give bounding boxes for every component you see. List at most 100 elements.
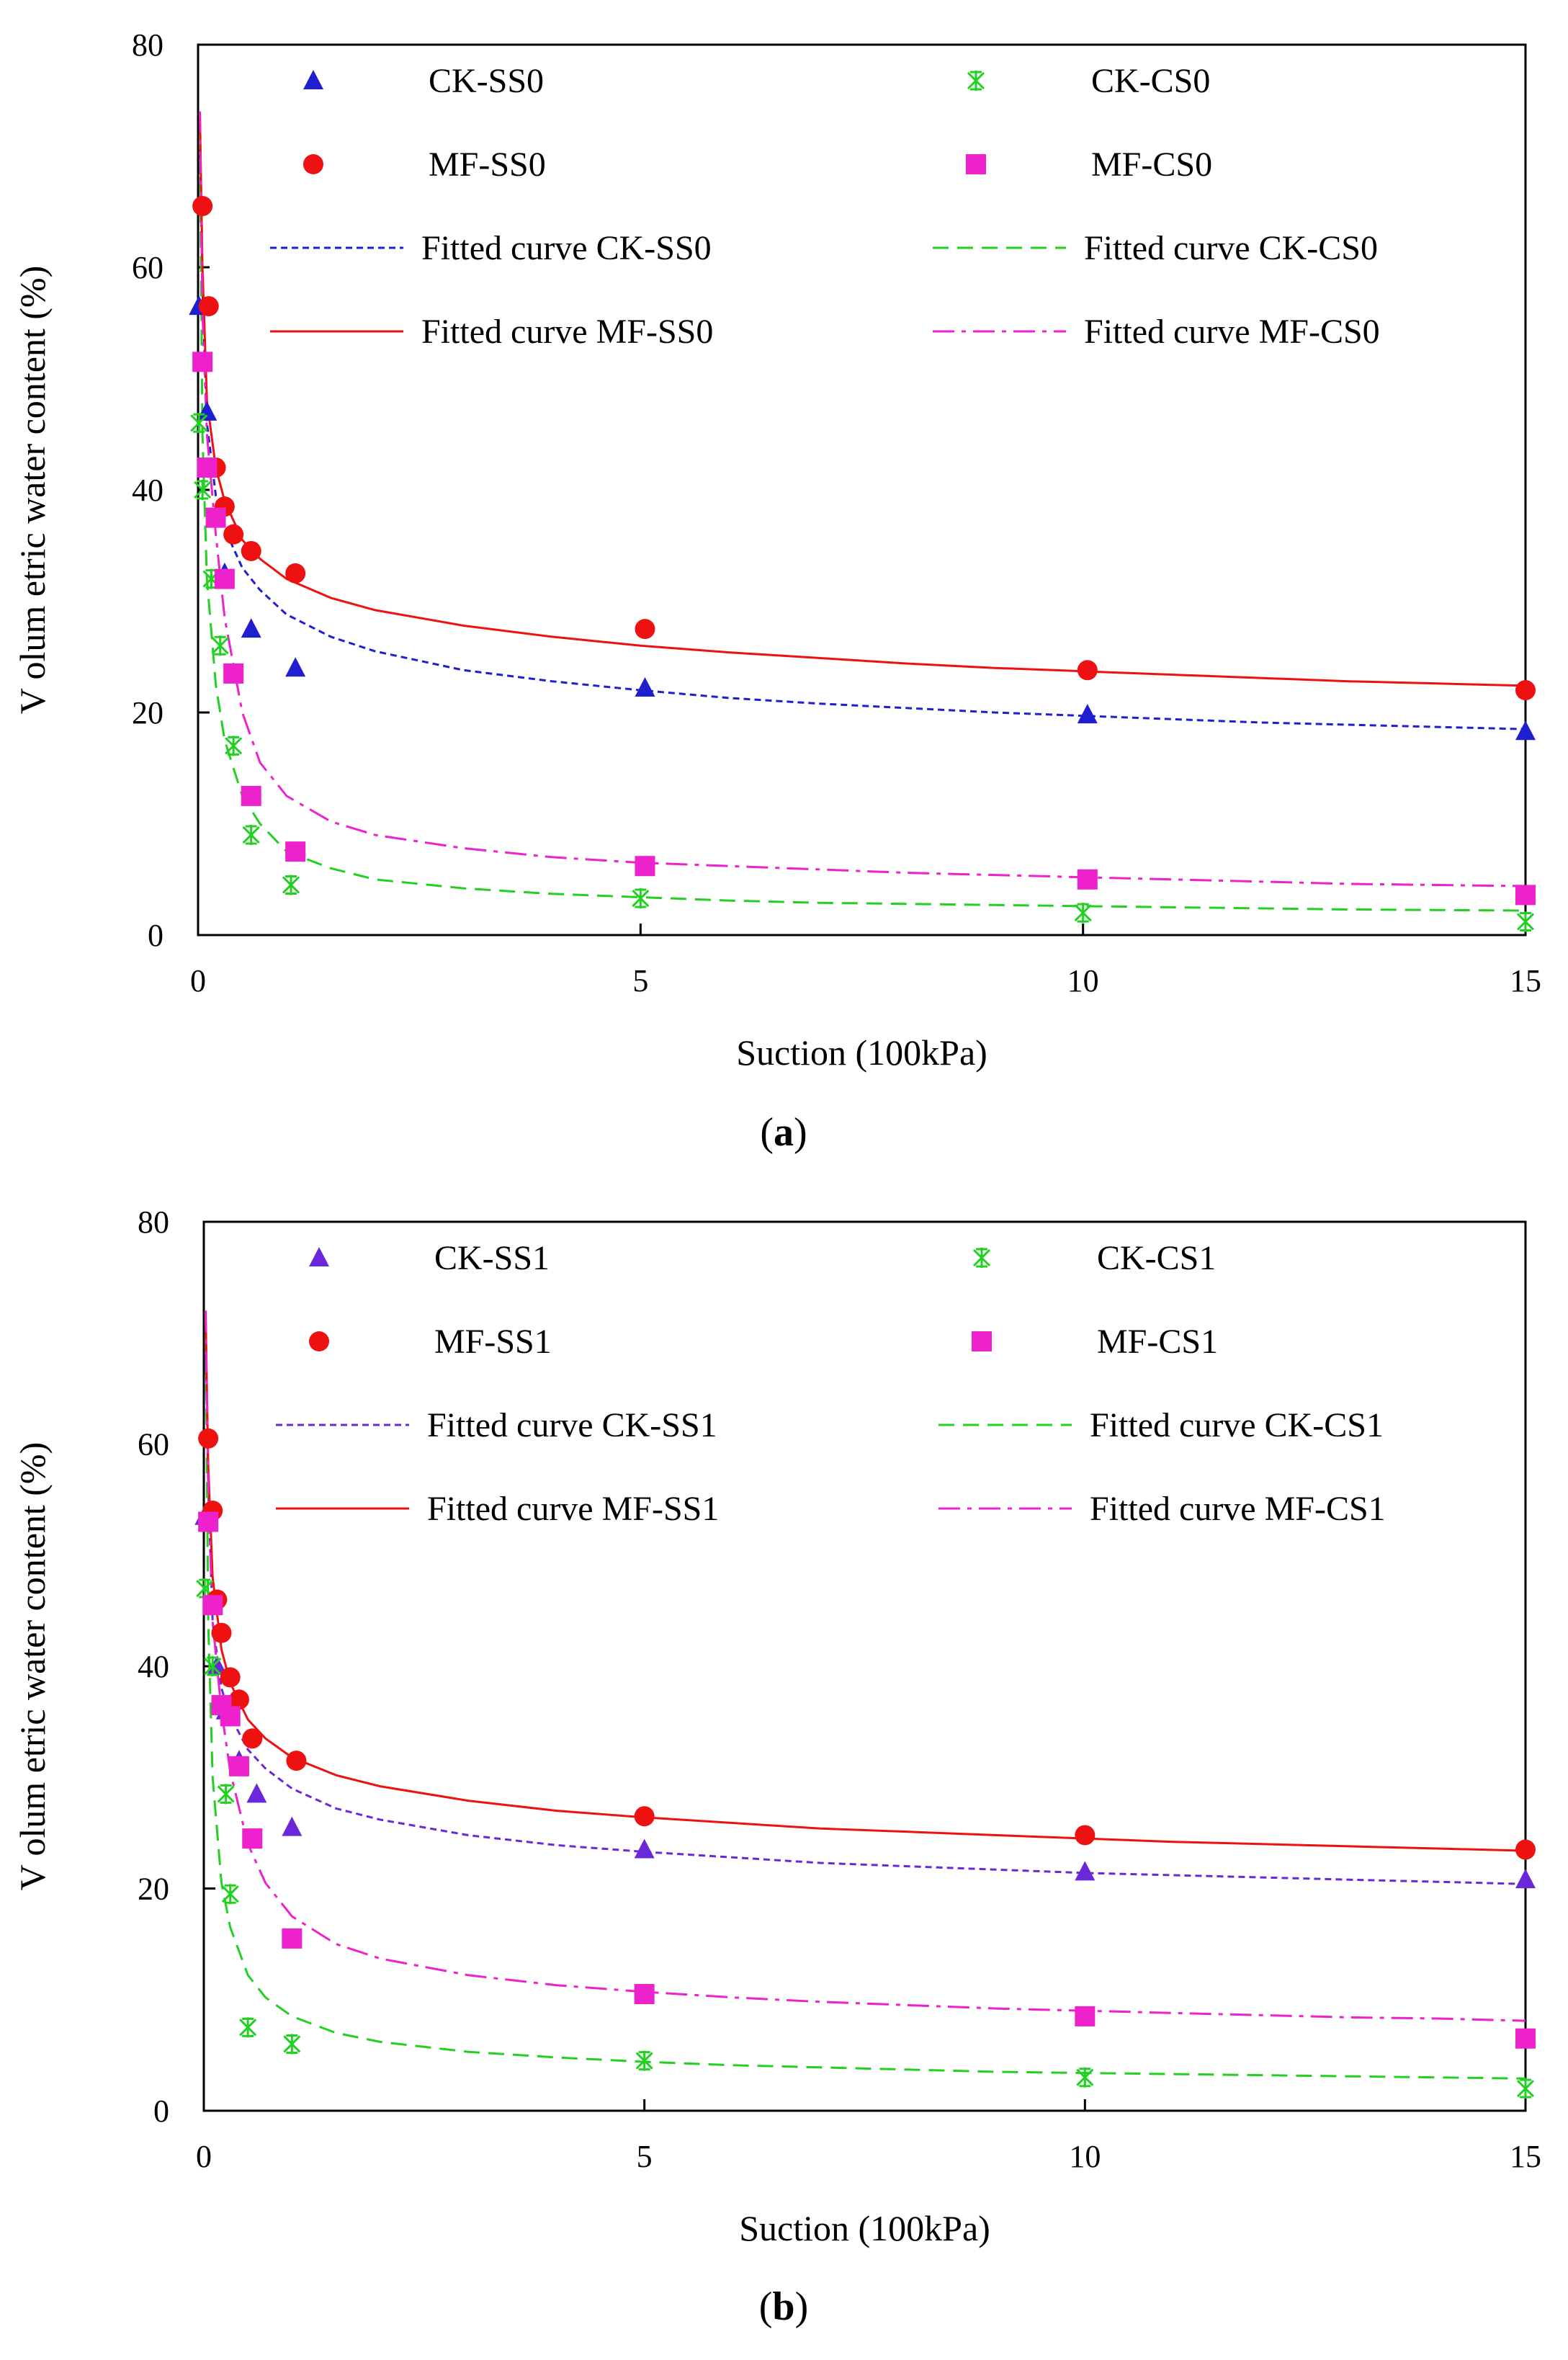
data-point-ck-cs1 xyxy=(239,2017,257,2038)
data-point-mf-ss1 xyxy=(1515,1839,1536,1860)
fitted-curve-ck-cs0 xyxy=(199,133,1526,912)
legend-label: Fitted curve MF-CS0 xyxy=(1084,313,1380,351)
legend-label: CK-CS1 xyxy=(1097,1239,1216,1277)
y-tick-label: 80 xyxy=(138,1204,169,1240)
legend-label: CK-SS1 xyxy=(434,1239,550,1277)
panel-caption: (a) xyxy=(760,1110,807,1155)
legend-label: Fitted curve MF-CS1 xyxy=(1090,1490,1386,1528)
y-tick-label: 80 xyxy=(132,27,163,63)
chart-panel-b: 0 5 10 15 0 20 40 60 80 Suction (100kPa) V olum et… xyxy=(12,1204,1541,2329)
legend-label: Fitted curve CK-SS0 xyxy=(421,229,712,267)
x-tick-label: 5 xyxy=(632,963,648,998)
legend-label: MF-SS1 xyxy=(434,1323,552,1361)
y-tick-label: 60 xyxy=(138,1427,169,1462)
data-point-ck-ss1 xyxy=(282,1816,303,1836)
x-axis-label: Suction (100kPa) xyxy=(739,2208,990,2248)
y-tick-label: 20 xyxy=(138,1872,169,1907)
x-tick-label: 0 xyxy=(196,2139,212,2174)
y-axis-label: V olum etric water content (%) xyxy=(12,1442,53,1890)
data-point-mf-cs1 xyxy=(1515,2028,1536,2049)
data-point-mf-cs1 xyxy=(634,1984,655,2005)
data-point-ck-cs1 xyxy=(217,1784,235,1805)
plot-frame xyxy=(197,43,1527,937)
data-point-mf-cs0 xyxy=(205,507,226,528)
x-tick-label: 0 xyxy=(190,963,206,998)
data-point-ck-cs1 xyxy=(221,1884,239,1905)
legend-marker xyxy=(972,1248,991,1268)
plot-frame xyxy=(202,1220,1527,2112)
legend-label: Fitted curve CK-CS1 xyxy=(1090,1406,1384,1444)
chart-panel-a: 0 5 10 15 0 20 40 60 80 Suction (100kPa) V olum et… xyxy=(12,27,1541,1155)
data-point-ck-cs0 xyxy=(211,635,229,656)
legend-label: CK-CS0 xyxy=(1091,62,1210,100)
data-point-mf-cs0 xyxy=(635,856,655,877)
fitted-curve-ck-cs1 xyxy=(204,1310,1526,2080)
x-tick-label: 5 xyxy=(637,2139,653,2174)
data-point-ck-cs1 xyxy=(196,1578,214,1599)
data-point-mf-cs1 xyxy=(242,1828,263,1849)
data-point-mf-ss1 xyxy=(1075,1825,1096,1846)
data-point-mf-ss1 xyxy=(286,1751,307,1771)
data-point-mf-ss1 xyxy=(211,1622,232,1643)
legend-label: Fitted curve MF-SS0 xyxy=(421,313,713,351)
y-tick-label: 60 xyxy=(132,250,163,285)
data-point-ck-ss1 xyxy=(1515,1869,1536,1889)
legend-label: Fitted curve MF-SS1 xyxy=(427,1490,719,1528)
y-axis-label: V olum etric water content (%) xyxy=(12,266,53,714)
data-point-mf-ss1 xyxy=(198,1428,219,1449)
data-point-mf-cs0 xyxy=(285,841,306,862)
data-point-ck-ss0 xyxy=(1077,704,1098,724)
data-point-mf-cs1 xyxy=(198,1511,219,1532)
y-tick-label: 40 xyxy=(138,1649,169,1684)
data-point-mf-ss1 xyxy=(242,1728,263,1749)
data-point-mf-cs0 xyxy=(223,663,244,684)
data-point-mf-ss1 xyxy=(634,1806,655,1827)
data-point-mf-ss0 xyxy=(1077,660,1098,681)
data-point-mf-cs0 xyxy=(197,457,218,478)
legend-marker xyxy=(967,71,985,91)
data-point-ck-cs1 xyxy=(204,1656,222,1676)
x-axis-label: Suction (100kPa) xyxy=(736,1032,987,1073)
data-point-mf-cs1 xyxy=(220,1706,241,1727)
x-tick-label: 10 xyxy=(1067,963,1099,998)
legend-label: MF-CS1 xyxy=(1097,1323,1218,1361)
legend-marker xyxy=(309,1247,329,1266)
data-point-mf-ss0 xyxy=(635,619,655,640)
legend-label: MF-SS0 xyxy=(429,146,546,184)
data-point-mf-cs1 xyxy=(1075,2006,1096,2026)
y-tick-label: 0 xyxy=(153,2093,169,2129)
data-point-mf-cs1 xyxy=(282,1928,303,1949)
panel-caption: (b) xyxy=(759,2284,808,2329)
data-point-mf-ss0 xyxy=(223,524,244,545)
data-point-ck-ss0 xyxy=(241,618,261,638)
data-point-ck-cs1 xyxy=(635,2050,653,2071)
data-point-mf-ss0 xyxy=(285,563,306,584)
x-tick-label: 10 xyxy=(1069,2139,1101,2174)
fitted-curve-mf-cs0 xyxy=(199,111,1526,888)
y-tick-label: 40 xyxy=(132,473,163,508)
fitted-curve-ck-ss0 xyxy=(199,133,1526,730)
legend-marker xyxy=(966,154,986,174)
data-point-mf-cs1 xyxy=(228,1756,249,1776)
data-point-ck-cs0 xyxy=(190,413,208,434)
data-point-mf-cs1 xyxy=(202,1595,223,1616)
data-point-mf-ss0 xyxy=(1515,680,1536,701)
legend-label: MF-CS0 xyxy=(1091,146,1212,184)
data-point-ck-ss1 xyxy=(634,1838,655,1859)
data-point-ck-cs0 xyxy=(1516,911,1535,932)
data-point-ck-cs0 xyxy=(242,824,260,845)
fitted-curve-mf-ss1 xyxy=(204,1310,1526,1852)
data-point-ck-ss1 xyxy=(246,1783,267,1803)
fitted-curve-mf-cs1 xyxy=(204,1310,1526,2022)
data-point-mf-ss0 xyxy=(192,196,213,217)
data-point-ck-cs0 xyxy=(225,736,243,756)
legend-marker xyxy=(972,1331,992,1351)
data-point-ck-cs0 xyxy=(194,480,212,500)
data-point-mf-cs0 xyxy=(192,352,213,372)
y-tick-label: 20 xyxy=(132,695,163,730)
x-tick-label: 15 xyxy=(1510,963,1541,998)
data-point-ck-ss0 xyxy=(1515,720,1536,741)
data-point-ck-cs1 xyxy=(1516,2078,1535,2099)
x-tick-label: 15 xyxy=(1510,2139,1541,2174)
y-tick-label: 0 xyxy=(148,918,163,953)
